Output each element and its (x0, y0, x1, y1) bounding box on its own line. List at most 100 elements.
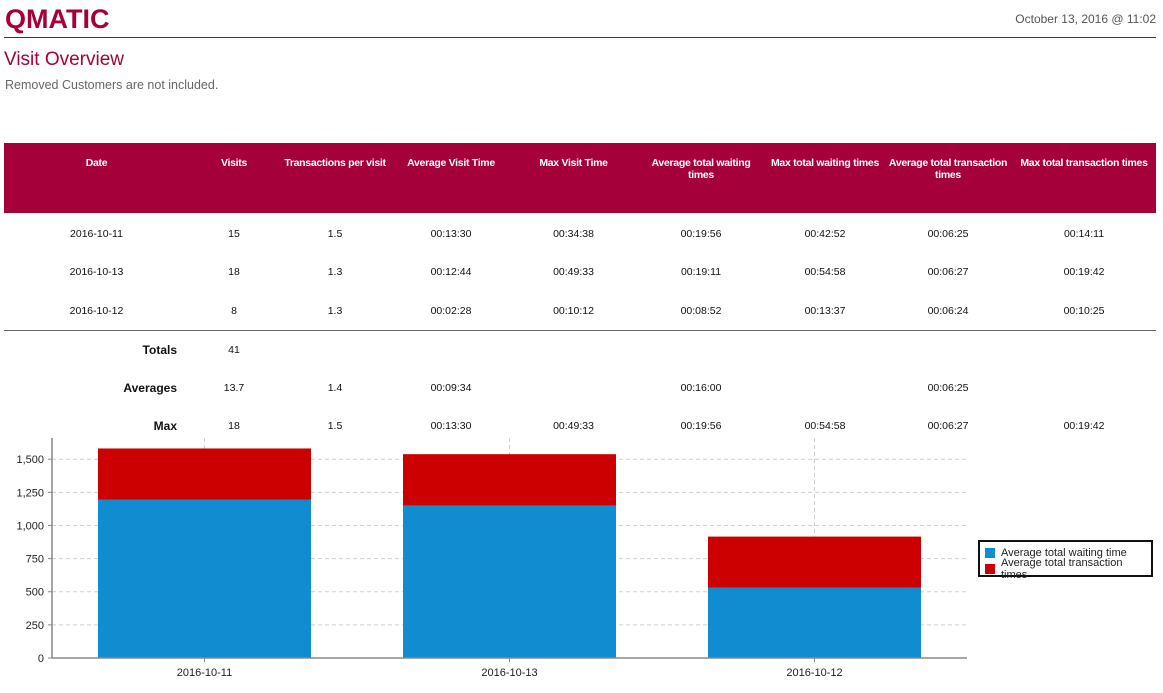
table-cell: 1.3 (279, 291, 391, 331)
table-row: 2016-10-12 8 1.3 00:02:28 00:10:12 00:08:52 00… (4, 291, 1156, 331)
summary-cell (884, 331, 1012, 370)
summary-cell: 41 (228, 344, 240, 356)
y-tick-label: 250 (26, 620, 44, 632)
summary-cell: 13.7 (223, 382, 245, 394)
table-cell: 00:10:12 (511, 291, 636, 331)
report-note: Removed Customers are not included. (5, 78, 219, 92)
legend-label-waiting: Average total waiting time (1001, 547, 1127, 559)
summary-cell: 00:13:30 (430, 420, 472, 432)
summary-cell (766, 369, 884, 407)
summary-cell (1012, 369, 1156, 407)
summary-cell: 00:06:27 (927, 420, 969, 432)
summary-cell (636, 331, 766, 370)
column-header-date[interactable]: Date (4, 143, 189, 213)
y-tick-label: 0 (38, 653, 44, 665)
table-cell: 00:12:44 (430, 265, 472, 278)
report-header: QMATIC October 13, 2016 @ 11:02 (4, 0, 1156, 38)
table-cell: 00:08:52 (636, 291, 766, 331)
summary-cell (766, 331, 884, 370)
summary-cell (391, 331, 511, 370)
y-tick-label: 1,250 (16, 487, 44, 499)
report-timestamp: October 13, 2016 @ 11:02 (1015, 12, 1156, 26)
page-title: Visit Overview (4, 49, 125, 70)
table-cell: 00:54:58 (804, 265, 846, 278)
column-header-max-waiting[interactable]: Max total waiting times (766, 143, 884, 213)
summary-cell: 00:09:34 (430, 382, 472, 394)
summary-cell: 18 (228, 420, 240, 432)
bar-segment-waiting[interactable] (708, 587, 921, 658)
column-header-max-transaction[interactable]: Max total transaction times (1012, 143, 1156, 213)
table-header-row: Date Visits Transactions per visit Avera… (4, 143, 1156, 213)
bar-segment-transaction[interactable] (403, 454, 616, 506)
legend-swatch-waiting (985, 548, 995, 558)
y-tick-label: 1,000 (16, 520, 44, 532)
bar-segment-waiting[interactable] (98, 499, 311, 658)
bar-segment-waiting[interactable] (403, 505, 616, 658)
summary-label: Totals (142, 343, 177, 357)
summary-row: Max 18 1.5 00:13:30 00:49:33 00:19:56 00:54:58… (4, 407, 1156, 445)
summary-cell: 00:16:00 (680, 382, 722, 394)
table-cell: 1.3 (327, 265, 343, 278)
summary-cell: 1.5 (327, 420, 343, 432)
stacked-bar-chart: 0 250 500 750 1,000 1,250 1,500 2016-10-11 2016-… (0, 430, 1163, 688)
visit-overview-table: Date Visits Transactions per visit Avera… (4, 143, 1156, 445)
x-tick-label: 2016-10-11 (177, 667, 232, 679)
table-cell: 00:14:11 (1063, 227, 1105, 240)
y-tick-label: 1,500 (16, 454, 44, 466)
column-header-average-visit-time[interactable]: Average Visit Time (391, 143, 511, 213)
table-cell: 00:06:27 (927, 265, 969, 278)
column-header-average-transaction[interactable]: Average total transaction times (884, 143, 1012, 213)
table-cell: 00:06:25 (927, 227, 969, 240)
x-tick-label: 2016-10-13 (481, 667, 537, 679)
table-cell: 00:19:56 (680, 227, 722, 240)
column-header-transactions-per-visit[interactable]: Transactions per visit (279, 143, 391, 213)
x-tick-label: 2016-10-12 (786, 667, 842, 679)
summary-cell: 00:06:25 (927, 382, 969, 394)
summary-label: Averages (123, 381, 177, 395)
table-cell: 1.5 (327, 227, 343, 240)
table-cell: 2016-10-13 (69, 265, 124, 278)
chart-legend: Average total waiting time Average total… (978, 540, 1153, 581)
y-tick-label: 750 (26, 554, 44, 566)
table-cell: 00:13:30 (430, 227, 472, 240)
legend-item-waiting[interactable]: Average total waiting time (985, 545, 1151, 561)
summary-cell: 00:54:58 (804, 420, 846, 432)
summary-label: Max (153, 419, 177, 433)
legend-swatch-transaction (985, 564, 995, 574)
table-cell: 2016-10-12 (4, 291, 189, 331)
summary-cell (511, 331, 636, 370)
table-cell: 00:13:37 (766, 291, 884, 331)
table-row: 2016-10-11 15 1.5 00:13:30 00:34:38 00:19:56 0… (4, 213, 1156, 252)
chart-canvas: 0 250 500 750 1,000 1,250 1,500 2016-10-11 2016-… (16, 438, 967, 679)
table-cell: 00:06:24 (884, 291, 1012, 331)
summary-cell (1012, 331, 1156, 370)
table-cell: 00:19:11 (680, 265, 722, 278)
table-cell: 00:02:28 (391, 291, 511, 331)
summary-cell: 00:19:56 (680, 420, 722, 432)
table-cell: 00:34:38 (553, 227, 594, 240)
column-header-max-visit-time[interactable]: Max Visit Time (511, 143, 636, 213)
summary-cell: 00:19:42 (1063, 420, 1105, 432)
table-cell: 15 (228, 227, 240, 240)
qmatic-logo: QMATIC (5, 4, 110, 34)
table-cell: 00:49:33 (553, 265, 594, 278)
legend-item-transaction[interactable]: Average total transaction times (985, 557, 1151, 581)
summary-cell (279, 331, 391, 370)
summary-cell (511, 369, 636, 407)
column-header-visits[interactable]: Visits (189, 143, 279, 213)
bar-segment-transaction[interactable] (98, 448, 311, 500)
table-cell: 00:10:25 (1012, 291, 1156, 331)
column-header-average-waiting[interactable]: Average total waiting times (636, 143, 766, 213)
y-tick-label: 500 (26, 587, 44, 599)
table-cell: 8 (189, 291, 279, 331)
table-cell: 18 (228, 265, 240, 278)
summary-cell: 00:49:33 (553, 420, 594, 432)
table-cell: 00:42:52 (804, 227, 846, 240)
table-cell: 2016-10-11 (70, 227, 123, 240)
bar-segment-transaction[interactable] (708, 536, 921, 588)
table-row: 2016-10-13 18 1.3 00:12:44 00:49:33 00:19:11 0… (4, 252, 1156, 291)
table-cell: 00:19:42 (1063, 265, 1105, 278)
summary-row: Totals 41 (4, 331, 1156, 370)
summary-row: Averages 13.7 1.4 00:09:34 00:16:00 00:06:25 (4, 369, 1156, 407)
summary-cell: 1.4 (327, 382, 343, 394)
